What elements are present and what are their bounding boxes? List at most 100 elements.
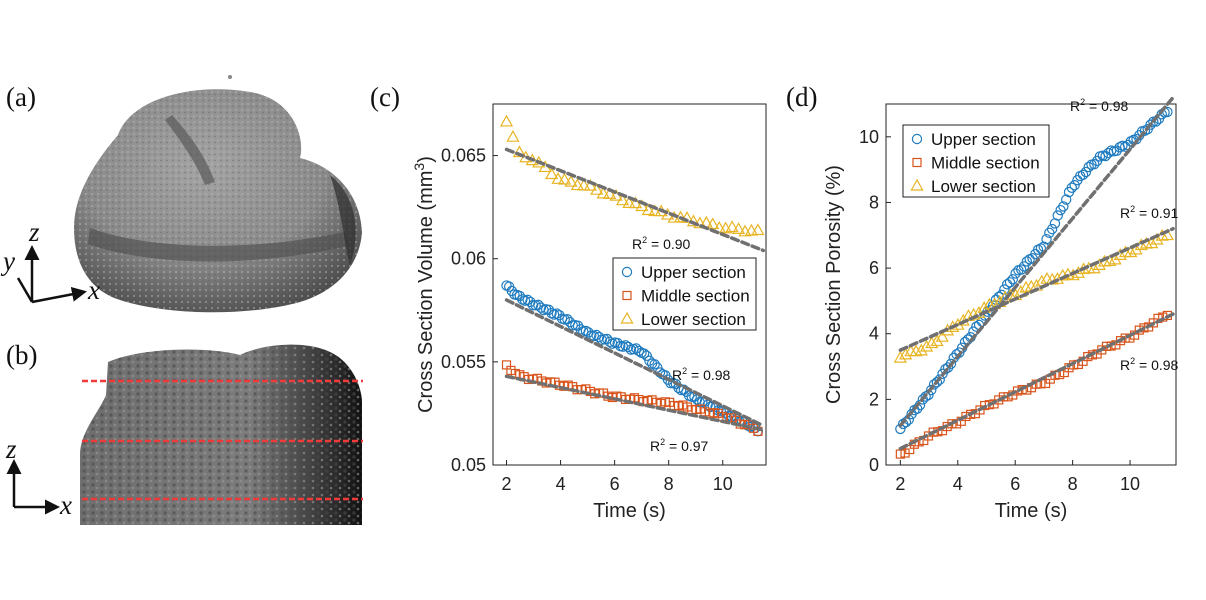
x-tick-label: 2 bbox=[502, 474, 512, 494]
x-tick-label: 6 bbox=[610, 474, 620, 494]
legend-marker bbox=[621, 266, 633, 278]
fit-line bbox=[504, 374, 766, 432]
data-point bbox=[947, 419, 957, 429]
data-point bbox=[1066, 182, 1078, 193]
data-point bbox=[1124, 245, 1138, 258]
data-point bbox=[1016, 264, 1027, 275]
legend-box bbox=[612, 257, 757, 331]
data-point bbox=[930, 334, 944, 347]
data-point bbox=[935, 329, 949, 342]
data-point bbox=[562, 314, 573, 325]
data-point bbox=[1139, 125, 1151, 136]
legend-marker bbox=[911, 133, 923, 145]
panel-c-label: (c) bbox=[370, 82, 400, 112]
data-point bbox=[1046, 223, 1058, 235]
data-point bbox=[564, 174, 578, 187]
y-tick-label: 6 bbox=[869, 258, 879, 278]
fit-line bbox=[504, 147, 766, 253]
y-tick-label: 10 bbox=[859, 127, 879, 147]
data-point bbox=[1060, 194, 1072, 205]
data-point bbox=[731, 222, 746, 234]
y-axis-label: Cross Section Volume (mm3) bbox=[411, 156, 437, 413]
legend: Upper section Middle section Lower section bbox=[902, 124, 1050, 198]
data-point bbox=[751, 223, 765, 236]
data-point bbox=[1018, 261, 1030, 272]
panel-a-render bbox=[74, 75, 362, 313]
data-point bbox=[725, 220, 739, 233]
panel-d-label: (d) bbox=[786, 82, 817, 112]
fit-line bbox=[898, 95, 1175, 428]
data-point bbox=[1021, 256, 1033, 267]
r2-annotation: R2 = 0.98 bbox=[1120, 356, 1179, 373]
y-tick-label: 0.055 bbox=[441, 352, 486, 372]
x-tick-label: 10 bbox=[1120, 474, 1140, 494]
data-point bbox=[570, 178, 585, 191]
data-point bbox=[898, 347, 913, 360]
r2-annotation: R2 = 0.98 bbox=[672, 366, 731, 383]
data-point bbox=[641, 203, 655, 216]
legend-label: Lower section bbox=[641, 310, 746, 329]
data-point bbox=[1100, 150, 1111, 162]
y-tick-label: 0.06 bbox=[451, 249, 486, 269]
r2-annotation: R2 = 0.91 bbox=[1120, 204, 1179, 221]
axis-x-a: x bbox=[87, 275, 100, 305]
data-point bbox=[934, 374, 945, 385]
y-tick-label: 8 bbox=[869, 192, 879, 212]
y-axis-label: Cross Section Porosity (%) bbox=[823, 165, 845, 404]
y-tick-label: 4 bbox=[869, 324, 879, 344]
data-point bbox=[920, 391, 931, 402]
panel-a-axes-triad: z y x bbox=[0, 217, 100, 305]
data-point bbox=[1019, 280, 1033, 293]
series-lower-section bbox=[499, 114, 765, 237]
data-point bbox=[533, 299, 544, 311]
data-point bbox=[1041, 233, 1052, 245]
data-point bbox=[1089, 159, 1100, 170]
data-point bbox=[593, 331, 605, 343]
data-point bbox=[590, 182, 604, 195]
data-point bbox=[644, 355, 655, 366]
data-point bbox=[577, 178, 591, 191]
data-point bbox=[697, 396, 708, 408]
data-point bbox=[966, 409, 976, 419]
data-point bbox=[1010, 268, 1021, 279]
data-point bbox=[998, 392, 1009, 402]
data-point bbox=[535, 302, 547, 313]
data-point bbox=[914, 343, 928, 356]
x-tick-label: 10 bbox=[713, 474, 733, 494]
data-point bbox=[931, 377, 943, 388]
data-point bbox=[905, 444, 915, 455]
panel-b-label: (b) bbox=[6, 340, 37, 370]
data-point bbox=[622, 196, 636, 208]
data-point bbox=[1044, 227, 1055, 238]
chart-c: 2 4 6 8 10 0.05 0.055 0.06 0.065 Time (s) Cross Se… bbox=[411, 103, 767, 522]
data-point bbox=[615, 193, 630, 206]
data-point bbox=[662, 374, 674, 385]
data-point bbox=[604, 336, 615, 348]
legend-label: Middle section bbox=[931, 154, 1040, 173]
plot-frame bbox=[885, 103, 1177, 466]
panel-a-label: (a) bbox=[6, 82, 36, 112]
data-point bbox=[1120, 141, 1131, 152]
legend-label: Upper section bbox=[641, 263, 746, 282]
legend-marker bbox=[912, 157, 922, 168]
plot-frame bbox=[492, 103, 767, 466]
data-point bbox=[557, 172, 572, 185]
data-point bbox=[596, 186, 610, 199]
data-point bbox=[546, 307, 557, 319]
legend: Upper section Middle section Lower section bbox=[612, 257, 757, 331]
r2-annotation: R2 = 0.97 bbox=[650, 437, 709, 454]
data-point bbox=[649, 359, 660, 370]
legend-marker bbox=[622, 290, 632, 301]
data-point bbox=[1129, 242, 1143, 255]
data-point bbox=[1077, 169, 1089, 181]
panel-b-axes: z x bbox=[5, 434, 72, 520]
data-point bbox=[545, 167, 559, 180]
data-point bbox=[499, 114, 514, 127]
r2-annotation: R2 = 0.98 bbox=[1070, 97, 1129, 114]
data-point bbox=[512, 145, 527, 158]
axis-z-a: z bbox=[28, 217, 40, 247]
data-point bbox=[925, 336, 939, 349]
y-tick-label: 2 bbox=[869, 389, 879, 409]
x-axis-label: Time (s) bbox=[995, 500, 1068, 522]
